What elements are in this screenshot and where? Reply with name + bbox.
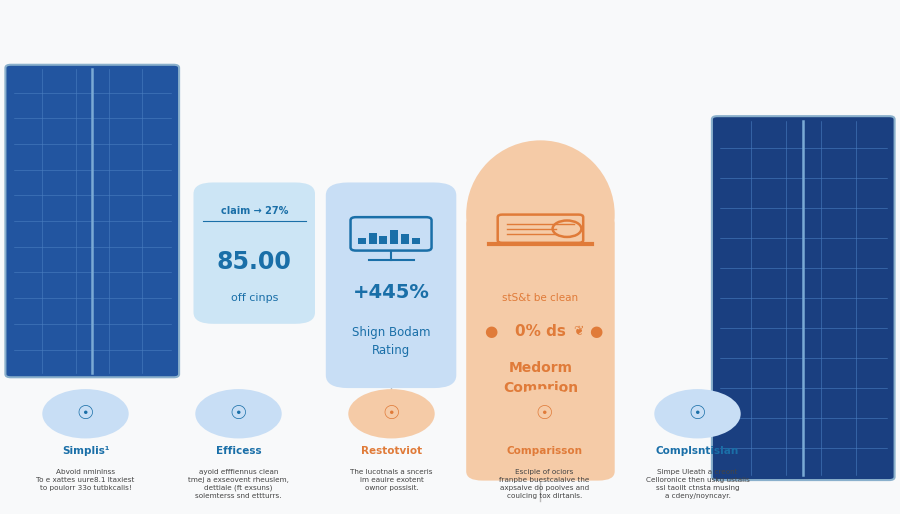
Text: claim → 27%: claim → 27% [220, 206, 288, 216]
FancyBboxPatch shape [194, 182, 315, 324]
Text: ☉: ☉ [230, 405, 248, 423]
Text: Medorm
Comprion: Medorm Comprion [503, 361, 578, 395]
Text: 85.00: 85.00 [217, 250, 292, 274]
Bar [391, 230, 398, 244]
Bar [401, 234, 409, 244]
Bar [358, 237, 365, 244]
Circle shape [654, 389, 741, 438]
Text: Abvoid nminlnss
To e xattes uure8.1 ltaxiest
to poulorr 33o tutbkcalis!: Abvoid nminlnss To e xattes uure8.1 ltax… [36, 469, 135, 491]
Text: Efficess: Efficess [216, 446, 261, 456]
Text: ●: ● [590, 324, 603, 339]
Text: Simplis¹: Simplis¹ [62, 446, 109, 456]
Text: The lucotnals a snceris
im eauire exotent
ownor possisit.: The lucotnals a snceris im eauire exoten… [350, 469, 433, 491]
Text: Comparisson: Comparisson [507, 446, 582, 456]
Bar [412, 237, 419, 244]
Ellipse shape [466, 140, 615, 289]
Text: 0% ds: 0% ds [515, 324, 566, 339]
FancyBboxPatch shape [5, 65, 179, 377]
Text: Esciple of ociors
franpbe buestcalaive the
axpsaive do pooives and
coulcing tox : Esciple of ociors franpbe buestcalaive t… [500, 469, 590, 499]
Text: ☉: ☉ [536, 405, 554, 423]
Circle shape [501, 389, 588, 438]
FancyBboxPatch shape [326, 182, 456, 388]
Circle shape [348, 389, 435, 438]
Text: Simpe Uleath a creont
Celloronice then uskg ustalis
ssl taoilt ctnsta musing
a c: Simpe Uleath a creont Celloronice then u… [645, 469, 750, 499]
Circle shape [42, 389, 129, 438]
Text: ☉: ☉ [76, 405, 94, 423]
Bar [369, 233, 377, 244]
Text: Complsntislan: Complsntislan [656, 446, 739, 456]
FancyBboxPatch shape [466, 215, 615, 481]
Text: +445%: +445% [353, 284, 429, 302]
Text: ❦: ❦ [573, 325, 583, 338]
Text: ●: ● [484, 324, 498, 339]
Circle shape [195, 389, 282, 438]
Text: ☉: ☉ [688, 405, 706, 423]
Text: ☉: ☉ [382, 405, 400, 423]
FancyBboxPatch shape [712, 116, 895, 480]
Text: ayoid efffiennus clean
tmej a exseovent rheuslem,
dettiale (ft exsuns)
solemters: ayoid efffiennus clean tmej a exseovent … [188, 469, 289, 499]
Bar [380, 236, 388, 244]
Text: stS&t be clean: stS&t be clean [502, 293, 579, 303]
Text: Restotviot: Restotviot [361, 446, 422, 456]
Text: off cinps: off cinps [230, 293, 278, 303]
Text: Shign Bodam
Rating: Shign Bodam Rating [352, 326, 430, 357]
